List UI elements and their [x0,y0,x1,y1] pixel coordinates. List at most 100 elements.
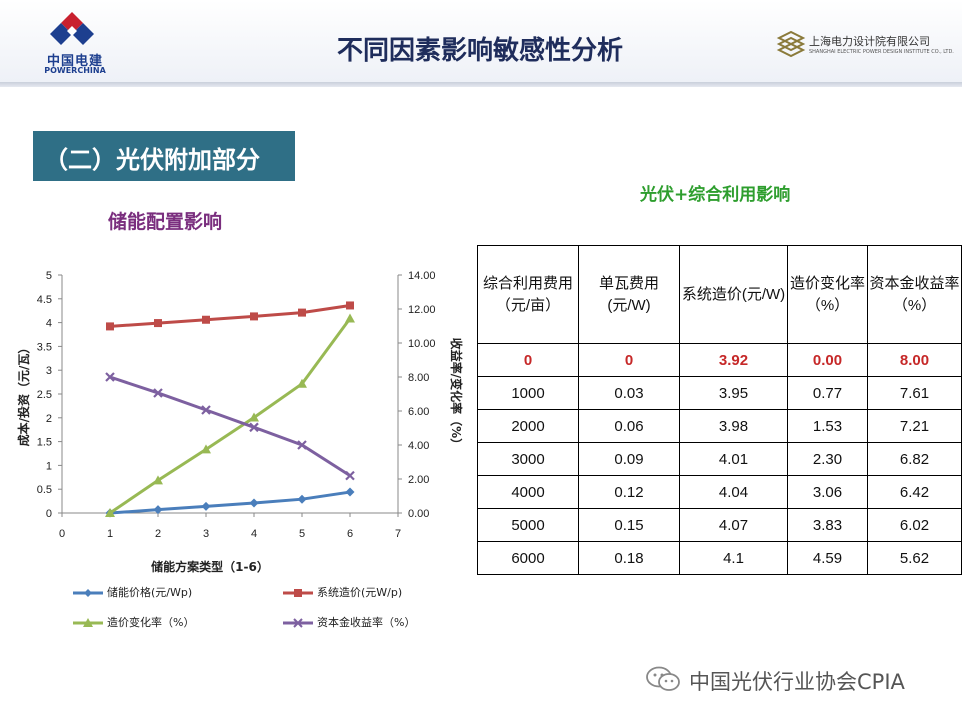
y2-tick-label: 4.00 [408,440,429,452]
series-line-storage-price [109,490,351,515]
table-cell: 0.00 [787,343,868,377]
table-header-cell: 系统造价(元/W) [679,245,788,344]
data-point-equity-return [153,388,163,398]
table-cell: 0.12 [578,475,680,509]
page-title: 不同因素影响敏感性分析 [336,36,623,66]
table-cell: 6.02 [867,508,962,542]
wechat-icon [646,666,680,691]
series-line-cost-change [109,317,352,515]
legend-label: 系统造价(元W/p) [317,586,403,599]
y-tick-label: 1.5 [37,437,52,449]
table-header-cell: 综合利用费用（元/亩） [477,245,579,344]
sepd-logo: 上海电力设计院有限公司 SHANGHAI ELECTRIC POWER DESI… [775,28,954,68]
legend-item-storage-price: 储能价格(元/Wp) [73,584,192,600]
table-row: 2000 0.06 3.98 1.53 7.21 [477,409,962,443]
comprehensive-use-table: 综合利用费用（元/亩） 单瓦费用(元/W) 系统造价(元/W) 造价变化率（%）… [477,245,962,575]
y-tick-label: 0 [46,508,52,520]
table-row-baseline: 0 0 3.92 0.00 8.00 [477,343,962,377]
data-point-system-cost [250,312,258,321]
section-title: （二）光伏附加部分 [44,146,260,174]
data-point-storage-price [249,498,259,508]
table-cell: 7.21 [867,409,962,443]
table-row: 3000 0.09 4.01 2.30 6.82 [477,442,962,476]
right-logo-en: SHANGHAI ELECTRIC POWER DESIGN INSTITUTE… [809,49,954,55]
table-cell: 5.62 [867,541,962,575]
y2-tick-label: 2.00 [408,474,429,486]
section-heading-box [33,131,295,181]
table-row: 5000 0.15 4.07 3.83 6.02 [477,508,962,542]
header-bar [0,0,962,82]
y2-tick-label: 10.00 [408,338,436,350]
data-point-storage-price [345,487,355,497]
table-header-cell: 造价变化率（%） [787,245,868,344]
y2-tick-label: 0.00 [408,508,429,520]
y-tick-label: 3 [46,365,52,377]
y-tick-label: 5 [46,270,52,282]
x-tick-label: 3 [203,528,209,540]
left-logo-cn: 中国电建 [46,54,103,69]
header-divider [0,82,962,87]
table-cell: 2000 [477,409,579,443]
table-cell: 3.98 [679,409,788,443]
storage-line-chart: 0 0.5 1 1.5 2 2.5 3 3.5 4 4.5 5 0.00 2.00 4.00 6.00 8.0… [16,270,464,574]
table-header-row: 综合利用费用（元/亩） 单瓦费用(元/W) 系统造价(元/W) 造价变化率（%）… [477,245,962,344]
table-cell: 8.00 [867,343,962,377]
data-point-equity-return [201,405,211,415]
data-point-system-cost [346,301,354,310]
watermark-text: 中国光伏行业协会CPIA [689,670,905,694]
data-point-system-cost [202,315,210,324]
data-point-equity-return [297,440,307,450]
data-point-cost-change [105,508,115,517]
powerchina-logo: 中国电建 POWERCHINA [20,6,130,76]
x-tick-label: 1 [107,528,113,540]
sepd-logo-icon [776,30,806,58]
table-cell: 7.61 [867,376,962,410]
table-cell: 0.09 [578,442,680,476]
y2-tick-label: 8.00 [408,372,429,384]
legend-swatch [73,618,103,627]
y-tick-label: 2 [46,413,52,425]
table-cell: 0.06 [578,409,680,443]
powerchina-logo-icon [50,12,94,45]
y2-tick-label: 12.00 [408,304,436,316]
chart-title: 储能配置影响 [108,211,223,233]
y-tick-label: 3.5 [37,341,52,353]
table-row: 4000 0.12 4.04 3.06 6.42 [477,475,962,509]
table-cell: 1.53 [787,409,868,443]
x-tick-label: 7 [395,528,401,540]
data-point-equity-return [105,372,115,382]
data-point-equity-return [249,422,259,433]
legend-item-cost-change: 造价变化率（%） [73,614,194,630]
table-cell: 3.92 [679,343,788,377]
data-point-cost-change [297,378,307,388]
x-tick-label: 6 [347,528,353,540]
series-line-system-cost [109,303,351,328]
y-tick-label: 0.5 [37,484,52,496]
table-cell: 1000 [477,376,579,410]
table-cell: 3.83 [787,508,868,542]
right-logo-cn: 上海电力设计院有限公司 [809,35,930,48]
table-row: 1000 0.03 3.95 0.77 7.61 [477,376,962,410]
table-cell: 0 [477,343,579,377]
left-logo-en: POWERCHINA [44,66,106,75]
table-cell: 4.01 [679,442,788,476]
legend-swatch [283,589,313,597]
legend-swatch [73,589,103,597]
data-point-equity-return [345,470,355,481]
y-tick-label: 4 [46,318,52,330]
table-header-cell: 单瓦费用(元/W) [578,245,680,344]
legend-item-equity-return: 资本金收益率（%） [283,614,415,630]
data-point-cost-change [201,444,211,454]
table-cell: 3000 [477,442,579,476]
table-row: 6000 0.18 4.1 4.59 5.62 [477,541,962,575]
data-point-system-cost [154,319,162,328]
y-axis-label: 成本/投资（元/瓦） [16,342,31,447]
data-point-storage-price [297,494,307,504]
table-cell: 6.42 [867,475,962,509]
data-point-system-cost [106,322,114,331]
y-tick-label: 4.5 [37,294,52,306]
legend-label: 造价变化率（%） [107,616,195,629]
x-tick-label: 5 [299,528,305,540]
x-tick-label: 4 [251,528,257,540]
table-cell: 4.04 [679,475,788,509]
